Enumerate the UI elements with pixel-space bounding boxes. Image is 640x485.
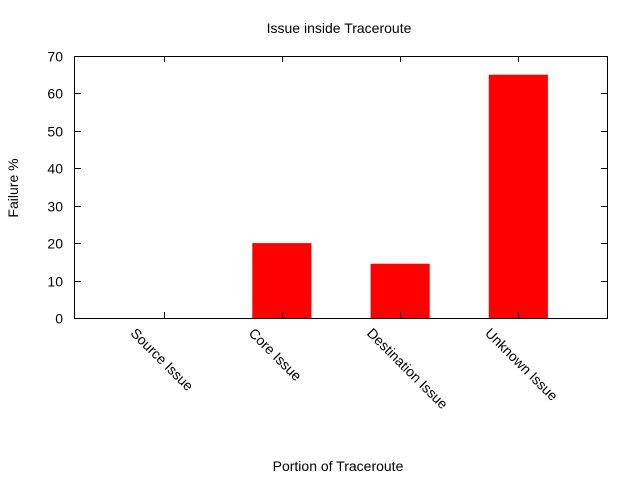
y-tick-label: 70 [47,49,63,65]
y-tick-label: 40 [47,161,63,177]
y-tick-label: 20 [47,236,63,252]
bar [488,74,548,318]
y-tick-label: 10 [47,274,63,290]
y-axis-label: Failure % [5,158,21,217]
bars-layer [252,74,548,318]
plot-frame [74,56,608,319]
y-tick-label: 30 [47,199,63,215]
y-tick-label: 60 [47,86,63,102]
y-tick-label: 50 [47,124,63,140]
bar [252,243,312,318]
y-tick-label: 0 [55,311,63,327]
x-axis-label: Portion of Traceroute [273,458,404,474]
chart-title: Issue inside Traceroute [267,20,412,36]
bar [370,263,430,318]
